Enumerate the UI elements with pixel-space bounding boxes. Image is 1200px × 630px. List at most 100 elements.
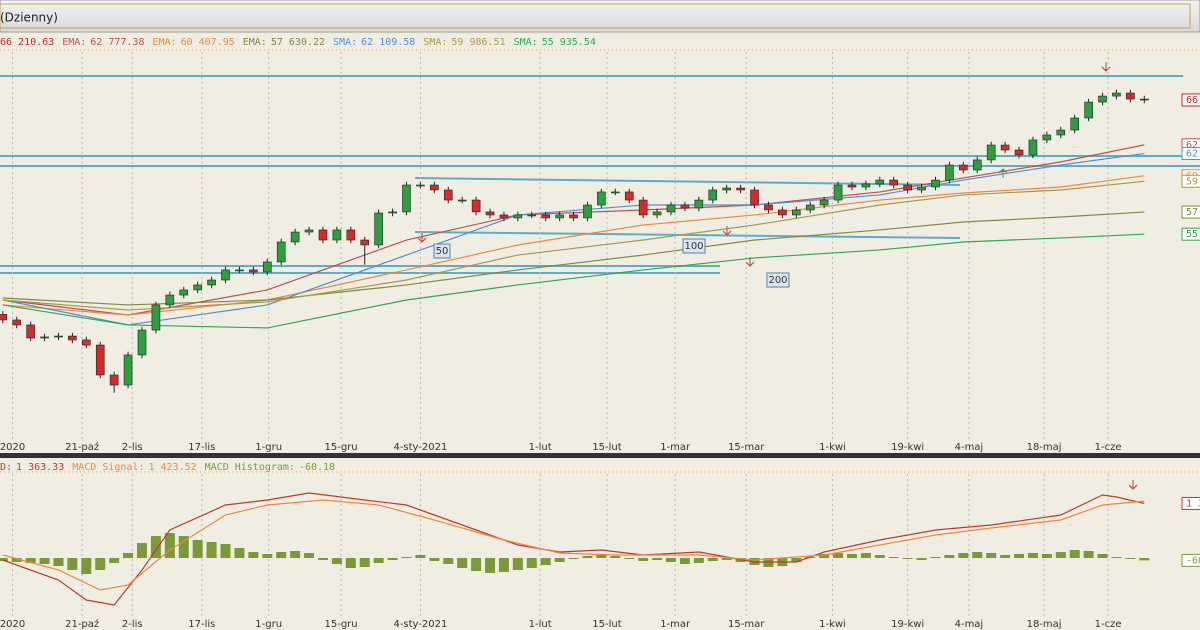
x-tick-label: 4-sty-2021 bbox=[393, 442, 447, 453]
candle-body bbox=[485, 211, 495, 216]
histogram-bar bbox=[930, 557, 941, 558]
candle-body bbox=[304, 229, 314, 233]
candle-body bbox=[207, 279, 216, 286]
histogram-bar bbox=[860, 553, 871, 558]
candle-body bbox=[917, 186, 926, 191]
candle-body bbox=[1028, 139, 1038, 156]
candle-body bbox=[1140, 98, 1149, 101]
candle-body bbox=[0, 314, 8, 321]
histogram-bar bbox=[791, 558, 802, 562]
histogram-bar bbox=[276, 552, 287, 558]
histogram-bar bbox=[415, 555, 426, 558]
x-tick-label: 4-sty-2021 bbox=[393, 619, 447, 630]
price-tag bbox=[1181, 205, 1200, 219]
histogram-bar bbox=[1069, 550, 1080, 558]
candle-body bbox=[847, 184, 857, 188]
histogram-bar bbox=[554, 558, 565, 562]
down-arrow bbox=[1128, 480, 1138, 490]
candle-body bbox=[833, 184, 843, 201]
histogram-bar bbox=[568, 558, 579, 559]
label-box bbox=[766, 272, 790, 288]
candle-body bbox=[569, 214, 578, 219]
candle-body bbox=[861, 183, 871, 188]
candle-body bbox=[555, 214, 564, 219]
histogram-bar bbox=[206, 542, 217, 558]
macd-tag-label: 1 363.33 bbox=[1186, 498, 1200, 509]
candle-body bbox=[221, 269, 230, 281]
histogram-bar bbox=[164, 533, 175, 558]
window-title: (Dzienny) bbox=[0, 11, 58, 25]
candle-body bbox=[1056, 129, 1066, 136]
x-tick-label: 1-cze bbox=[1095, 442, 1122, 453]
x-tick-label: 1-gru bbox=[255, 442, 282, 453]
candle-body bbox=[68, 335, 77, 341]
legend-name: EMA: bbox=[243, 37, 267, 48]
candle-body bbox=[82, 339, 91, 346]
x-tick-label: 1-kwi bbox=[819, 619, 846, 630]
ma-tag-label: 59 986.51 bbox=[1186, 176, 1200, 187]
drawings bbox=[0, 75, 1200, 274]
candle-body bbox=[346, 229, 356, 241]
histogram-bar bbox=[582, 556, 593, 558]
candle-body bbox=[986, 144, 996, 161]
x-tick-label: 18-maj bbox=[1027, 442, 1062, 453]
histogram-bar bbox=[972, 552, 983, 558]
candle-body bbox=[945, 164, 954, 181]
histogram-bar bbox=[317, 558, 328, 560]
macd-tag-label: -60.18 bbox=[1186, 555, 1200, 566]
candle-body bbox=[541, 214, 551, 219]
histogram-bar bbox=[540, 558, 551, 565]
legend-name: SMA: bbox=[333, 37, 357, 48]
x-tick-label: 15-mar bbox=[728, 619, 765, 630]
candle-body bbox=[875, 179, 885, 185]
candle-body bbox=[597, 191, 606, 206]
legend-name: SMA: bbox=[423, 37, 447, 48]
x-tick-label: 1-lut bbox=[529, 442, 552, 453]
ma-tag-label: 62 109.58 bbox=[1186, 149, 1200, 160]
candle-body bbox=[638, 199, 648, 216]
candle-body bbox=[736, 187, 745, 191]
histogram-bar bbox=[1125, 558, 1136, 559]
x-tick-label: 1-lut bbox=[529, 619, 552, 630]
legend: 66 210.63 EMA: 62 777.38 EMA: 60 407.95 EMA: 5… bbox=[0, 37, 596, 48]
down-arrow bbox=[722, 226, 732, 236]
histogram-bar bbox=[498, 558, 509, 572]
histogram-bar bbox=[109, 558, 120, 563]
histogram-bar bbox=[610, 556, 621, 558]
candle-body bbox=[26, 324, 35, 339]
candle-body bbox=[318, 229, 328, 241]
candle-body bbox=[12, 319, 22, 326]
price-tag bbox=[1181, 147, 1200, 161]
candle-body bbox=[778, 209, 787, 216]
histogram-bar bbox=[81, 558, 92, 574]
ma-label: 50 bbox=[436, 246, 449, 257]
candle-body bbox=[388, 211, 397, 214]
ma-tag-label: 57 630.22 bbox=[1186, 207, 1200, 218]
histogram-bar bbox=[290, 551, 301, 558]
legend-name: MACD Histogram: bbox=[205, 462, 295, 473]
candle-body bbox=[513, 214, 523, 219]
candle-body bbox=[680, 204, 690, 209]
x-tick-label: 15-lut bbox=[592, 442, 621, 453]
candle-body bbox=[805, 204, 815, 211]
candle-body bbox=[931, 179, 940, 188]
histogram-bar bbox=[888, 557, 899, 558]
annotations: 50 100 200 bbox=[433, 238, 790, 288]
histogram-bar bbox=[1014, 554, 1025, 558]
pane-separator bbox=[0, 453, 1200, 458]
candle-body bbox=[457, 199, 467, 202]
x-tick-label: 21-paź bbox=[65, 618, 99, 630]
candle-body bbox=[1042, 134, 1052, 141]
candle-body bbox=[471, 199, 481, 213]
candle-body bbox=[374, 212, 383, 246]
candle-body bbox=[750, 189, 759, 206]
histogram-bar bbox=[833, 553, 844, 558]
macd-line bbox=[2, 499, 1145, 591]
histogram-bar bbox=[11, 558, 22, 562]
x-tick-label: 2020 bbox=[0, 619, 25, 630]
histogram-bar bbox=[0, 558, 8, 561]
candle-body bbox=[109, 374, 119, 386]
candle-body bbox=[40, 336, 49, 339]
